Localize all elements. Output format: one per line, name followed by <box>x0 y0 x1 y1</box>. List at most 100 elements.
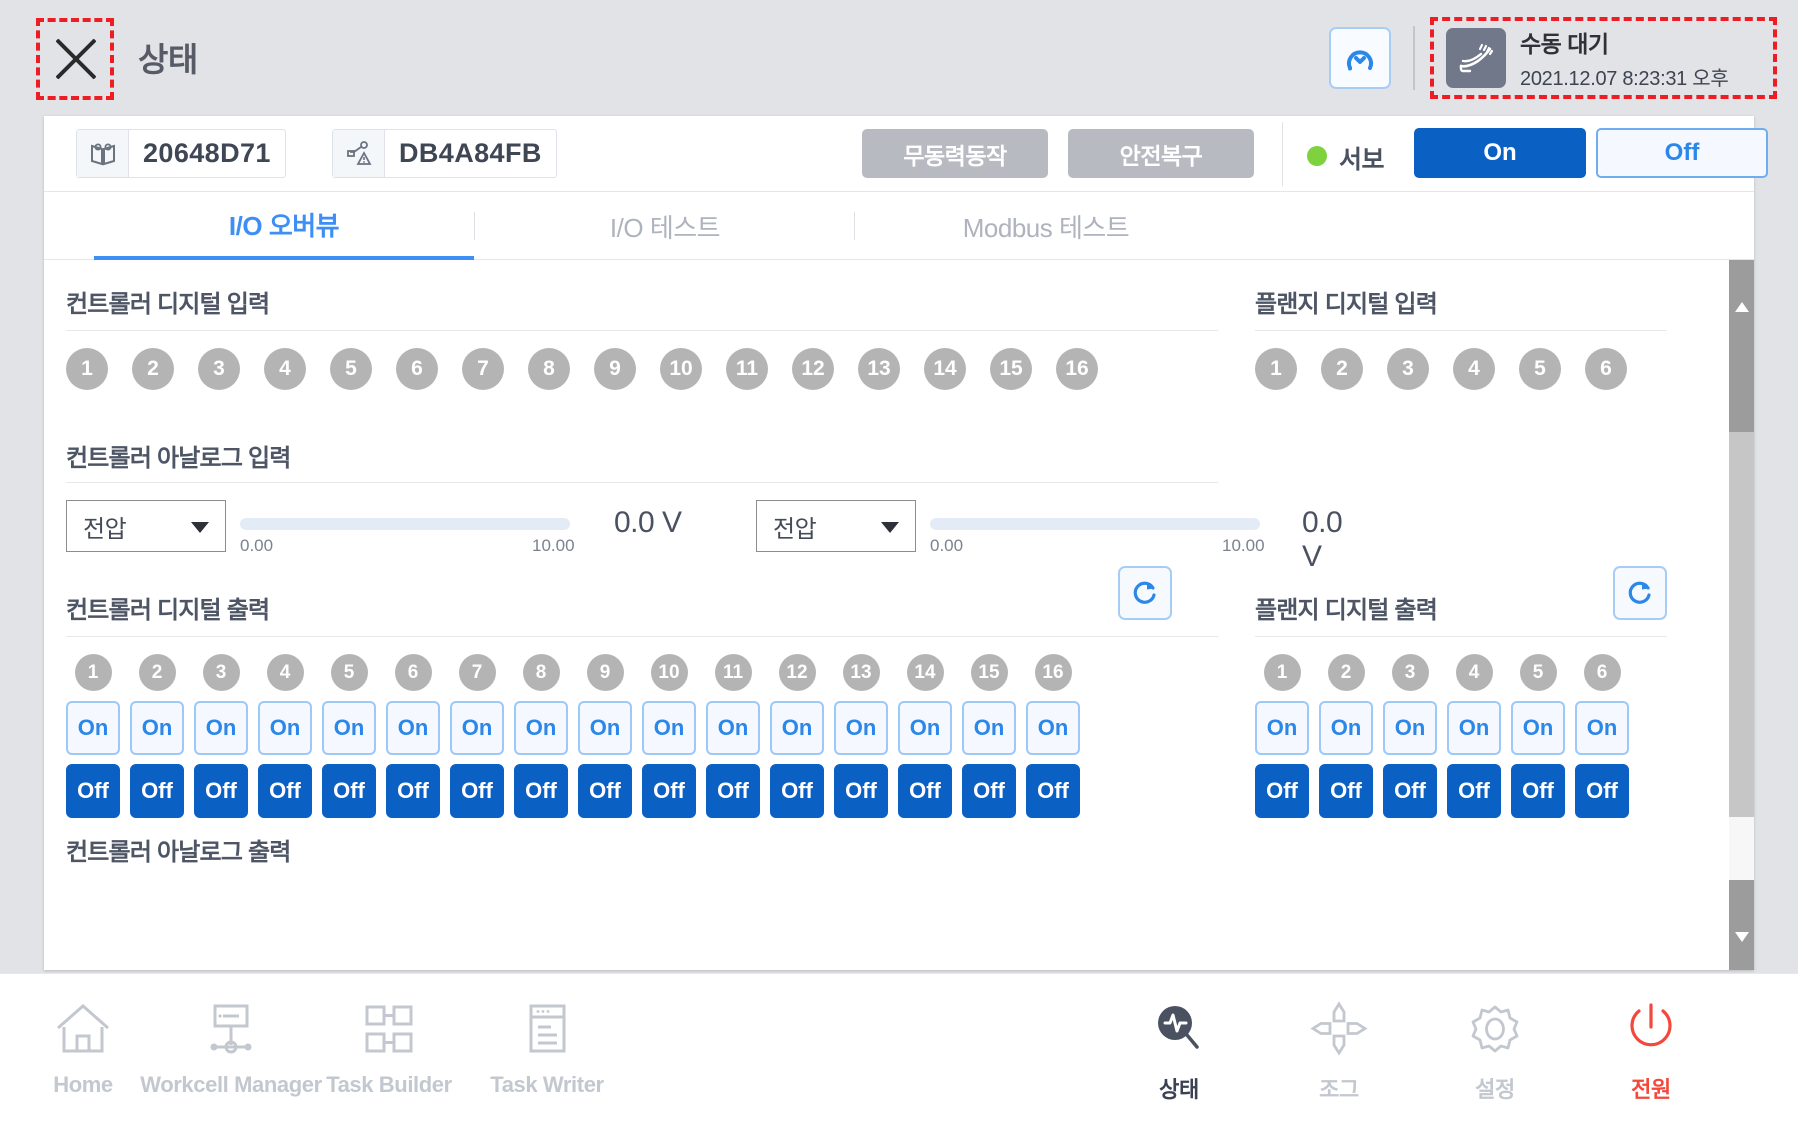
close-button[interactable] <box>36 18 114 100</box>
scrollbar-thumb-upper[interactable] <box>1729 260 1754 432</box>
output-off-button[interactable]: Off <box>834 764 888 818</box>
channel-indicator: 3 <box>202 654 240 691</box>
output-on-button[interactable]: On <box>66 701 120 755</box>
nav-home[interactable]: Home <box>12 996 154 1098</box>
nav-jog-label: 조그 <box>1319 1077 1359 1102</box>
safety-recovery-button[interactable]: 안전복구 <box>1068 129 1254 178</box>
output-on-button[interactable]: On <box>834 701 888 755</box>
free-drive-button[interactable]: 무동력동작 <box>862 129 1048 178</box>
output-off-button[interactable]: Off <box>1255 764 1309 818</box>
tab-io-test[interactable]: I/O 테스트 <box>609 212 721 243</box>
output-on-button[interactable]: On <box>386 701 440 755</box>
output-on-button[interactable]: On <box>450 701 504 755</box>
arrow-up-icon[interactable] <box>1735 302 1749 312</box>
analog-input-1-value: 0.0 V <box>614 506 682 539</box>
channel-indicator: 6 <box>1585 348 1627 390</box>
servo-status-indicator <box>1307 146 1327 166</box>
output-off-button[interactable]: Off <box>258 764 312 818</box>
servo-off-button[interactable]: Off <box>1596 128 1768 178</box>
output-off-button[interactable]: Off <box>898 764 952 818</box>
nav-settings-label: 설정 <box>1475 1077 1515 1102</box>
analog-input-2-slider[interactable] <box>930 518 1260 530</box>
channel-indicator: 12 <box>778 654 816 691</box>
channel-indicator: 5 <box>330 654 368 691</box>
analog-input-1-mode-select[interactable]: 전압 <box>66 500 226 552</box>
output-on-button[interactable]: On <box>1575 701 1629 755</box>
output-on-button[interactable]: On <box>514 701 568 755</box>
output-on-button[interactable]: On <box>130 701 184 755</box>
channel-indicator: 8 <box>522 654 560 691</box>
output-off-button[interactable]: Off <box>1447 764 1501 818</box>
output-off-button[interactable]: Off <box>706 764 760 818</box>
robot-status-badge[interactable]: 수동 대기 2021.12.07 8:23:31 오후 <box>1430 17 1777 99</box>
channel-indicator: 15 <box>990 348 1032 390</box>
output-on-button[interactable]: On <box>898 701 952 755</box>
channel-indicator: 10 <box>650 654 688 691</box>
output-on-button[interactable]: On <box>1511 701 1565 755</box>
scrollbar-track[interactable] <box>1729 432 1754 817</box>
output-off-button[interactable]: Off <box>578 764 632 818</box>
output-off-button[interactable]: Off <box>194 764 248 818</box>
output-off-button[interactable]: Off <box>1383 764 1437 818</box>
output-on-button[interactable]: On <box>1319 701 1373 755</box>
flange-digital-output-refresh-button[interactable] <box>1613 566 1667 620</box>
output-on-button[interactable]: On <box>706 701 760 755</box>
channel-indicator: 3 <box>1387 348 1429 390</box>
servo-label: 서보 <box>1339 146 1385 174</box>
tab-modbus-test[interactable]: Modbus 테스트 <box>962 212 1130 243</box>
analog-input-2-mode-select[interactable]: 전압 <box>756 500 916 552</box>
nav-task-builder[interactable]: Task Builder <box>318 996 460 1098</box>
chevron-down-icon <box>191 522 209 533</box>
output-on-button[interactable]: On <box>322 701 376 755</box>
nav-task-writer[interactable]: Task Writer <box>476 996 618 1098</box>
output-off-button[interactable]: Off <box>322 764 376 818</box>
home-arc-button[interactable] <box>1329 27 1391 89</box>
output-on-button[interactable]: On <box>194 701 248 755</box>
output-on-button[interactable]: On <box>578 701 632 755</box>
servo-on-button[interactable]: On <box>1414 128 1586 178</box>
output-on-button[interactable]: On <box>1447 701 1501 755</box>
output-on-button[interactable]: On <box>1026 701 1080 755</box>
output-off-button[interactable]: Off <box>450 764 504 818</box>
controller-io-column: 컨트롤러 디지털 입력 1 2 3 4 5 6 7 8 9 10 11 12 13 14 15 16 컨트롤러… <box>44 260 1343 970</box>
nav-jog[interactable]: 조그 <box>1268 996 1410 1104</box>
program-id-chip[interactable]: 20648D71 <box>76 129 286 178</box>
channel-indicator: 6 <box>1583 654 1621 691</box>
output-off-button[interactable]: Off <box>514 764 568 818</box>
controller-digital-output-refresh-button[interactable] <box>1118 566 1172 620</box>
nav-power[interactable]: 전원 <box>1580 996 1722 1104</box>
output-off-button[interactable]: Off <box>1511 764 1565 818</box>
output-on-button[interactable]: On <box>1383 701 1437 755</box>
output-on-button[interactable]: On <box>258 701 312 755</box>
output-on-button[interactable]: On <box>642 701 696 755</box>
output-off-button[interactable]: Off <box>386 764 440 818</box>
nav-workcell-manager[interactable]: Workcell Manager <box>140 996 322 1098</box>
output-off-button[interactable]: Off <box>962 764 1016 818</box>
arrow-down-icon[interactable] <box>1735 932 1749 942</box>
robot-id-chip[interactable]: DB4A84FB <box>332 129 557 178</box>
output-channel-column: 9 On Off <box>578 654 632 818</box>
output-off-button[interactable]: Off <box>130 764 184 818</box>
analog-input-1-slider[interactable] <box>240 518 570 530</box>
scrollbar-thumb-lower[interactable] <box>1729 880 1754 970</box>
nav-status[interactable]: 상태 <box>1108 996 1250 1104</box>
output-on-button[interactable]: On <box>1255 701 1309 755</box>
output-channel-column: 6 On Off <box>1575 654 1629 818</box>
tab-io-overview[interactable]: I/O 오버뷰 <box>94 192 474 260</box>
nav-settings[interactable]: 설정 <box>1424 996 1566 1104</box>
power-icon <box>1621 996 1681 1062</box>
vertical-scrollbar[interactable] <box>1729 260 1754 970</box>
output-off-button[interactable]: Off <box>1575 764 1629 818</box>
channel-indicator: 9 <box>594 348 636 390</box>
output-channel-column: 10 On Off <box>642 654 696 818</box>
output-off-button[interactable]: Off <box>770 764 824 818</box>
output-on-button[interactable]: On <box>962 701 1016 755</box>
output-off-button[interactable]: Off <box>66 764 120 818</box>
output-off-button[interactable]: Off <box>1026 764 1080 818</box>
robot-id-value: DB4A84FB <box>399 138 542 168</box>
output-on-button[interactable]: On <box>770 701 824 755</box>
output-off-button[interactable]: Off <box>1319 764 1373 818</box>
output-off-button[interactable]: Off <box>642 764 696 818</box>
